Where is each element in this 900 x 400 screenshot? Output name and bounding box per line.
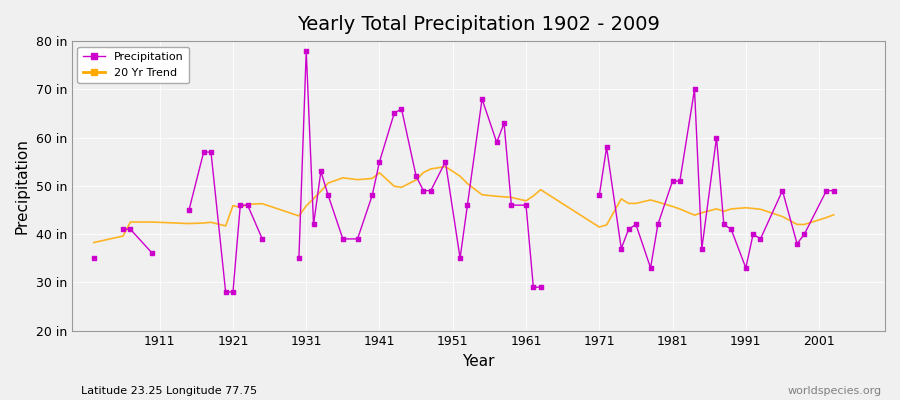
Point xyxy=(203,149,218,155)
Point xyxy=(790,240,805,247)
Text: worldspecies.org: worldspecies.org xyxy=(788,386,882,396)
Point xyxy=(826,188,841,194)
Point xyxy=(775,188,789,194)
Point xyxy=(695,245,709,252)
Text: Latitude 23.25 Longitude 77.75: Latitude 23.25 Longitude 77.75 xyxy=(81,386,257,396)
Point xyxy=(599,144,614,150)
Point xyxy=(226,289,240,295)
Point xyxy=(373,158,387,165)
Point xyxy=(219,289,233,295)
Point xyxy=(753,236,768,242)
Point xyxy=(534,284,548,290)
Point xyxy=(387,110,401,117)
Title: Yearly Total Precipitation 1902 - 2009: Yearly Total Precipitation 1902 - 2009 xyxy=(297,15,660,34)
Point xyxy=(336,236,350,242)
Point xyxy=(672,178,687,184)
Point xyxy=(688,86,702,92)
Point xyxy=(739,265,753,271)
Point xyxy=(255,236,269,242)
Point xyxy=(292,255,306,262)
Point xyxy=(299,48,313,54)
Point xyxy=(182,207,196,213)
Point xyxy=(518,202,533,208)
Point xyxy=(490,139,504,146)
Legend: Precipitation, 20 Yr Trend: Precipitation, 20 Yr Trend xyxy=(77,47,189,83)
Point xyxy=(453,255,467,262)
Point xyxy=(716,221,731,228)
Point xyxy=(724,226,738,232)
Point xyxy=(819,188,833,194)
Point xyxy=(350,236,365,242)
Point xyxy=(746,231,760,237)
Point xyxy=(365,192,380,199)
Point xyxy=(629,221,643,228)
Point xyxy=(306,221,320,228)
X-axis label: Year: Year xyxy=(462,354,495,369)
Point xyxy=(651,221,665,228)
Point xyxy=(196,149,211,155)
Point xyxy=(592,192,607,199)
Point xyxy=(424,188,438,194)
Point xyxy=(497,120,511,126)
Point xyxy=(321,192,336,199)
Point xyxy=(123,226,138,232)
Point xyxy=(240,202,255,208)
Point xyxy=(409,173,423,179)
Point xyxy=(621,226,635,232)
Point xyxy=(233,202,248,208)
Point xyxy=(709,134,724,141)
Point xyxy=(416,188,430,194)
Point xyxy=(438,158,453,165)
Point xyxy=(665,178,680,184)
Point xyxy=(314,168,328,174)
Point xyxy=(475,96,490,102)
Point xyxy=(460,202,474,208)
Point xyxy=(644,265,658,271)
Point xyxy=(614,245,628,252)
Y-axis label: Precipitation: Precipitation xyxy=(15,138,30,234)
Point xyxy=(116,226,130,232)
Point xyxy=(797,231,812,237)
Point xyxy=(86,255,101,262)
Point xyxy=(504,202,518,208)
Point xyxy=(394,106,409,112)
Point xyxy=(145,250,159,256)
Point xyxy=(526,284,541,290)
